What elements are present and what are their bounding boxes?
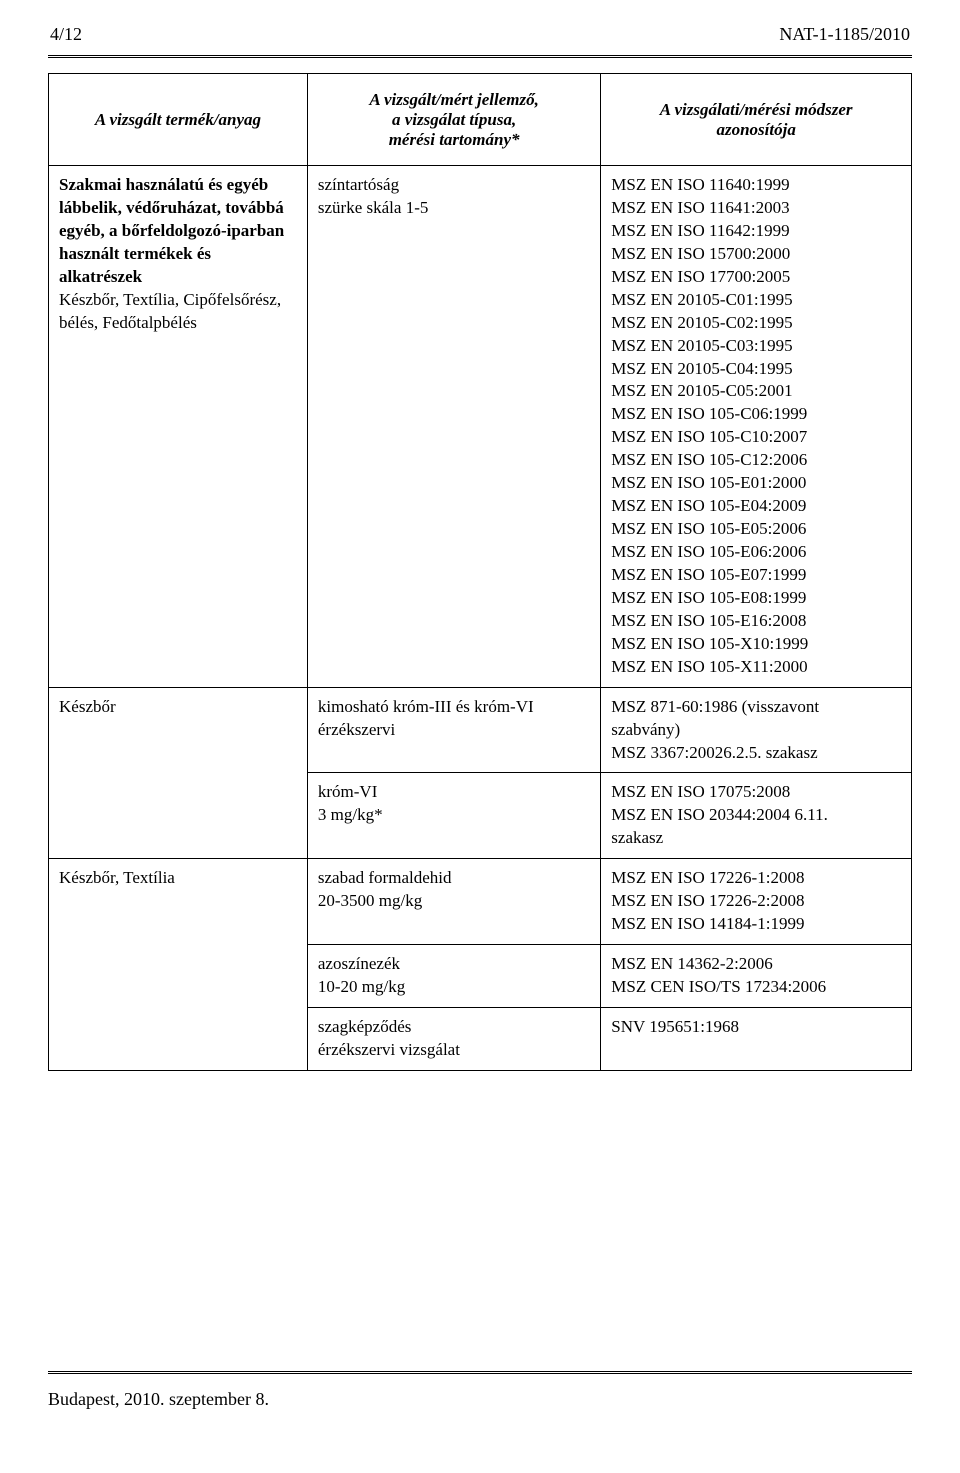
method-cell: MSZ EN ISO 17075:2008MSZ EN ISO 20344:20… [601, 773, 912, 859]
method-cell-line: szakasz [611, 827, 901, 850]
property-cell: szabad formaldehid20-3500 mg/kg [307, 859, 600, 945]
method-cell: MSZ EN 14362-2:2006MSZ CEN ISO/TS 17234:… [601, 945, 912, 1008]
product-cell-line: használt termékek és alkatrészek [59, 243, 297, 289]
method-cell-line: MSZ EN ISO 105-E08:1999 [611, 587, 901, 610]
product-cell-line: Készbőr, Textília [59, 867, 297, 890]
table-row: Szakmai használatú és egyéblábbelik, véd… [49, 166, 912, 688]
product-cell: Készbőr [49, 687, 308, 859]
property-cell: kimosható króm-III és króm-VIérzékszervi [307, 687, 600, 773]
method-cell-line: MSZ EN ISO 105-E16:2008 [611, 610, 901, 633]
table-header-row: A vizsgált termék/anyag A vizsgált/mért … [49, 74, 912, 166]
method-cell-line: MSZ EN ISO 105-C12:2006 [611, 449, 901, 472]
product-cell: Szakmai használatú és egyéblábbelik, véd… [49, 166, 308, 688]
method-cell-line: MSZ EN 14362-2:2006 [611, 953, 901, 976]
property-cell: színtartóságszürke skála 1-5 [307, 166, 600, 688]
property-cell-line: szagképződés [318, 1016, 590, 1039]
method-cell-line: MSZ EN ISO 11640:1999 [611, 174, 901, 197]
method-cell-line: MSZ EN ISO 20344:2004 6.11. [611, 804, 901, 827]
method-cell-line: szabvány) [611, 719, 901, 742]
property-cell-line: érzékszervi [318, 719, 590, 742]
method-cell-line: MSZ EN ISO 105-E07:1999 [611, 564, 901, 587]
method-cell-line: MSZ EN ISO 15700:2000 [611, 243, 901, 266]
product-cell-line: Készbőr, Textília, Cipőfelsőrész, [59, 289, 297, 312]
method-cell-line: MSZ EN 20105-C01:1995 [611, 289, 901, 312]
th-product: A vizsgált termék/anyag [49, 74, 308, 166]
method-cell-line: MSZ EN ISO 105-E05:2006 [611, 518, 901, 541]
method-cell-line: MSZ 3367:20026.2.5. szakasz [611, 742, 901, 765]
property-cell: króm-VI3 mg/kg* [307, 773, 600, 859]
property-cell-line: 20-3500 mg/kg [318, 890, 590, 913]
footer-text: Budapest, 2010. szeptember 8. [48, 1389, 912, 1410]
bottom-spacer [48, 1071, 912, 1331]
product-cell-line: lábbelik, védőruházat, továbbá [59, 197, 297, 220]
method-cell-line: SNV 195651:1968 [611, 1016, 901, 1039]
table-row: Készbőr, Textília szabad formaldehid20-35… [49, 859, 912, 945]
th-method: A vizsgálati/mérési módszerazonosítója [601, 74, 912, 166]
property-cell-line: azoszínezék [318, 953, 590, 976]
method-cell-line: MSZ EN ISO 17075:2008 [611, 781, 901, 804]
th-product-text: A vizsgált termék/anyag [95, 110, 261, 129]
method-cell-line: MSZ EN ISO 17226-2:2008 [611, 890, 901, 913]
method-cell-line: MSZ EN ISO 11641:2003 [611, 197, 901, 220]
method-cell-line: MSZ EN ISO 105-E01:2000 [611, 472, 901, 495]
method-cell-line: MSZ EN ISO 14184-1:1999 [611, 913, 901, 936]
property-cell-line: szürke skála 1-5 [318, 197, 590, 220]
method-cell: MSZ EN ISO 17226-1:2008MSZ EN ISO 17226-… [601, 859, 912, 945]
footer-rule [48, 1371, 912, 1375]
method-cell-line: MSZ EN ISO 105-C10:2007 [611, 426, 901, 449]
method-cell-line: MSZ EN 20105-C03:1995 [611, 335, 901, 358]
method-cell-line: MSZ EN 20105-C02:1995 [611, 312, 901, 335]
method-cell-line: MSZ 871-60:1986 (visszavont [611, 696, 901, 719]
product-cell-line: Szakmai használatú és egyéb [59, 174, 297, 197]
property-cell: szagképződésérzékszervi vizsgálat [307, 1007, 600, 1070]
method-cell-line: MSZ EN ISO 105-X10:1999 [611, 633, 901, 656]
property-cell-line: kimosható króm-III és króm-VI [318, 696, 590, 719]
property-cell-line: króm-VI [318, 781, 590, 804]
table-row: Készbőr kimosható króm-III és króm-VIérzé… [49, 687, 912, 773]
method-cell-line: MSZ EN 20105-C04:1995 [611, 358, 901, 381]
doc-id: NAT-1-1185/2010 [779, 24, 910, 45]
method-cell-line: MSZ EN ISO 17700:2005 [611, 266, 901, 289]
page-header: 4/12 NAT-1-1185/2010 [48, 24, 912, 45]
property-cell-line: szabad formaldehid [318, 867, 590, 890]
method-cell: MSZ 871-60:1986 (visszavontszabvány)MSZ … [601, 687, 912, 773]
method-cell-line: MSZ EN ISO 105-E06:2006 [611, 541, 901, 564]
method-cell-line: MSZ EN ISO 17226-1:2008 [611, 867, 901, 890]
property-cell-line: színtartóság [318, 174, 590, 197]
page-number: 4/12 [50, 24, 82, 45]
th-property: A vizsgált/mért jellemző,a vizsgálat típ… [307, 74, 600, 166]
header-rule [48, 55, 912, 59]
method-cell: SNV 195651:1968 [601, 1007, 912, 1070]
product-cell-line: bélés, Fedőtalpbélés [59, 312, 297, 335]
method-cell: MSZ EN ISO 11640:1999MSZ EN ISO 11641:20… [601, 166, 912, 688]
property-cell-line: 3 mg/kg* [318, 804, 590, 827]
method-cell-line: MSZ EN ISO 11642:1999 [611, 220, 901, 243]
property-cell-line: 10-20 mg/kg [318, 976, 590, 999]
method-cell-line: MSZ EN 20105-C05:2001 [611, 380, 901, 403]
data-table: A vizsgált termék/anyag A vizsgált/mért … [48, 73, 912, 1071]
method-cell-line: MSZ EN ISO 105-X11:2000 [611, 656, 901, 679]
product-cell-line: egyéb, a bőrfeldolgozó-iparban [59, 220, 297, 243]
property-cell-line: érzékszervi vizsgálat [318, 1039, 590, 1062]
page: 4/12 NAT-1-1185/2010 A vizsgált termék/a… [0, 0, 960, 1473]
product-cell-line: Készbőr [59, 696, 297, 719]
method-cell-line: MSZ EN ISO 105-E04:2009 [611, 495, 901, 518]
method-cell-line: MSZ CEN ISO/TS 17234:2006 [611, 976, 901, 999]
method-cell-line: MSZ EN ISO 105-C06:1999 [611, 403, 901, 426]
product-cell: Készbőr, Textília [49, 859, 308, 1071]
property-cell: azoszínezék10-20 mg/kg [307, 945, 600, 1008]
